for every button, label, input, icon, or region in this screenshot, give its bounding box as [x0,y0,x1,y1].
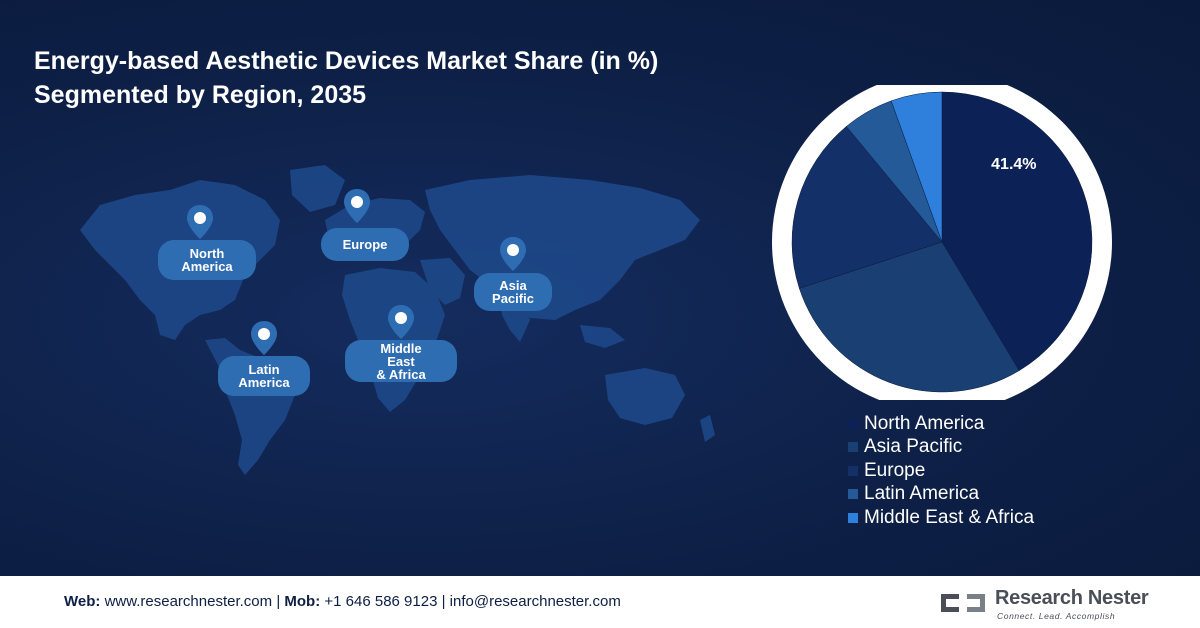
footer: Web: www.researchnester.com | Mob: +1 64… [0,576,1200,628]
research-nester-logo-icon [941,594,985,612]
region-label-middle-east-africa-text: Middle East & Africa [376,340,426,382]
legend-swatch [848,418,858,429]
region-label-asia-pacific: Asia Pacific [474,273,552,311]
map-australia [605,368,685,425]
location-pin-icon [500,237,526,271]
pie-data-label: 41.4% [991,156,1036,173]
legend-swatch [848,512,858,523]
legend-item: Latin America [848,483,1178,507]
region-label-asia-pacific-text: Asia Pacific [492,278,534,306]
legend-label: North America [864,412,985,434]
pie-chart-svg: 41.4% [772,85,1112,400]
region-label-europe: Europe [321,228,409,261]
legend-item: Asia Pacific [848,436,1178,460]
footer-web-label: Web: [64,593,101,610]
legend-item: Europe [848,459,1178,483]
title-line-2: Segmented by Region, 2035 [34,81,367,109]
legend-label: Europe [864,459,926,481]
pie-slice-north-america [941,91,1093,371]
location-pin-icon [344,189,370,223]
legend-item: Middle East & Africa [848,506,1178,530]
region-label-north-america-text: North America [181,246,233,274]
footer-separator: | [276,593,281,610]
map-asia [425,175,700,320]
pie-chart: 41.4% [770,85,1115,400]
footer-web-link[interactable]: www.researchnester.com [104,593,273,610]
location-pin-icon [388,305,414,339]
region-label-north-america: North America [158,240,256,280]
footer-contact: Web: www.researchnester.com | Mob: +1 64… [64,593,621,610]
region-label-latin-america: Latin America [218,356,310,396]
brand-name: Research Nester [995,587,1149,609]
legend-label: Asia Pacific [864,436,963,458]
map-greenland [290,165,345,212]
map-new-zealand [700,415,715,442]
brand-tagline: Connect. Lead. Accomplish [997,611,1116,621]
legend-item: North America [848,412,1178,436]
map-se-asia [580,325,625,348]
region-label-latin-america-text: Latin America [238,362,290,390]
region-label-europe-text: Europe [342,237,388,252]
pie-slice-middle-east-africa [890,91,943,243]
legend-swatch [848,465,858,476]
infographic-canvas: Energy-based Aesthetic Devices Market Sh… [0,0,1200,576]
map-middle-east [420,258,465,305]
brand-logo: Research Nester Connect. Lead. Accomplis… [937,586,1157,622]
legend-swatch [848,489,858,500]
footer-email-link[interactable]: info@researchnester.com [449,593,621,610]
pie-slice-asia-pacific [799,241,1020,393]
footer-separator: | [441,593,446,610]
location-pin-icon [251,321,277,355]
footer-phone[interactable]: +1 646 586 9123 [324,593,438,610]
pie-slice-europe [791,126,943,289]
footer-mob-label: Mob: [284,593,321,610]
legend-label: Middle East & Africa [864,506,1035,528]
legend-swatch [848,442,858,453]
legend-label: Latin America [864,483,980,505]
page-title: Energy-based Aesthetic Devices Market Sh… [34,44,814,112]
title-line-1: Energy-based Aesthetic Devices Market Sh… [34,47,659,75]
location-pin-icon [187,205,213,239]
chart-legend: North America Asia Pacific Europe Latin Ame… [848,412,1178,530]
region-label-middle-east-africa: Middle East & Africa [345,340,457,382]
